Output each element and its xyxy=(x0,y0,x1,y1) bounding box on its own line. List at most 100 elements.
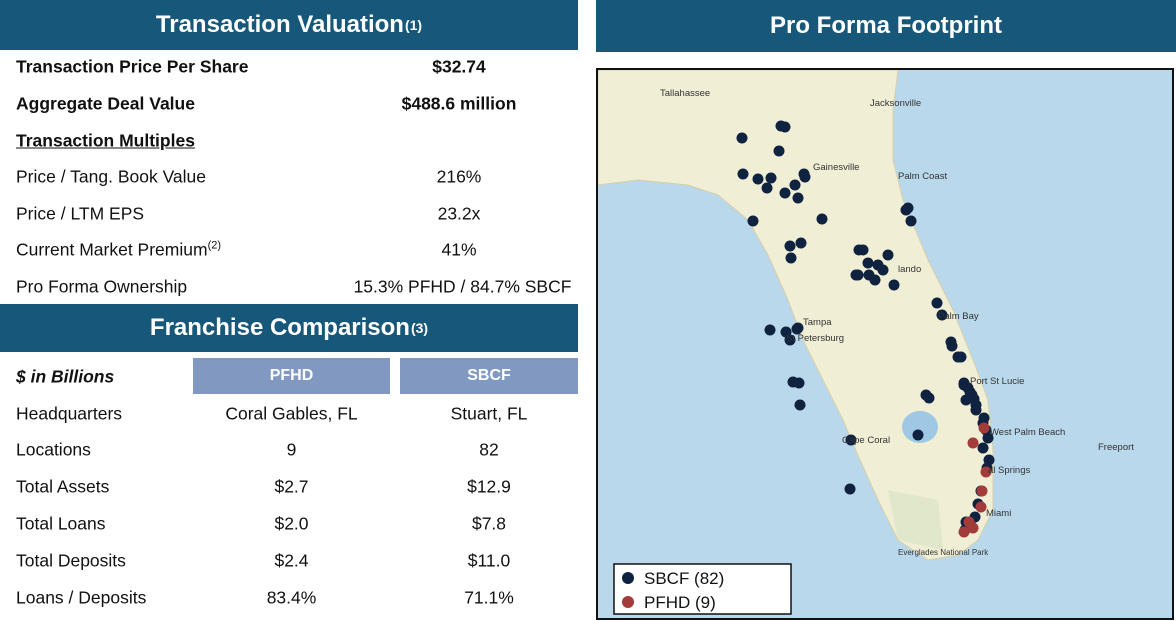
branch-dot xyxy=(877,264,889,276)
dots xyxy=(736,120,995,538)
unit-label: $ in Billions xyxy=(16,366,115,386)
map: Tallahassee Jacksonville Gainesville Palm C… xyxy=(596,68,1174,620)
value: 82 xyxy=(479,439,499,460)
label: Transaction Price Per Share xyxy=(16,56,249,76)
value: Stuart, FL xyxy=(450,403,528,423)
footnote-mark: (2) xyxy=(207,239,222,252)
branch-dot xyxy=(967,437,979,449)
branch-dot xyxy=(792,192,804,204)
city-label: Gainesville xyxy=(813,162,859,173)
label: Price / Tang. Book Value xyxy=(16,166,207,186)
branch-dot xyxy=(752,173,764,185)
branch-dot xyxy=(765,172,777,184)
header-text: Franchise Comparison xyxy=(149,314,410,341)
header-text: Pro Forma Footprint xyxy=(770,12,1002,39)
column-text: PFHD xyxy=(269,367,314,384)
row: Pro Forma Ownership 15.3% PFHD / 84.7% SB… xyxy=(0,268,578,305)
value: $12.9 xyxy=(467,476,511,497)
column-header: SBCF xyxy=(400,358,578,394)
label: Locations xyxy=(16,439,91,460)
value: $2.0 xyxy=(274,513,309,534)
branch-dot xyxy=(799,171,811,183)
branch-dot xyxy=(784,240,796,252)
subheading: Transaction Multiples xyxy=(16,130,195,150)
branch-dot xyxy=(968,393,980,405)
branch-dot xyxy=(736,132,748,144)
label: Total Loans xyxy=(16,513,106,534)
footnote-mark: (1) xyxy=(404,17,423,33)
value: $32.74 xyxy=(432,56,486,76)
label: Pro Forma Ownership xyxy=(16,276,188,296)
city-label: Miami xyxy=(986,508,1011,519)
branch-dot xyxy=(779,121,791,133)
branch-dot xyxy=(905,215,917,227)
branch-dot xyxy=(978,422,990,434)
city-label: Jacksonville xyxy=(870,98,921,109)
label: Aggregate Deal Value xyxy=(16,93,195,113)
row: Headquarters Coral Gables, FL Stuart, FL xyxy=(0,395,578,432)
column-header: PFHD xyxy=(193,358,390,394)
legend-marker xyxy=(622,596,634,608)
branch-dot xyxy=(737,168,749,180)
row: Total Loans $2.0 $7.8 xyxy=(0,505,578,542)
branch-dot xyxy=(936,309,948,321)
branch-dot xyxy=(975,501,987,513)
city-label: Tampa xyxy=(803,317,832,328)
value: 71.1% xyxy=(464,587,514,607)
branch-dot xyxy=(850,269,862,281)
branch-dot xyxy=(946,340,958,352)
value: $2.4 xyxy=(274,550,309,571)
branch-dot xyxy=(747,215,759,227)
legend-box xyxy=(613,563,792,615)
branch-dot xyxy=(902,202,914,214)
row: Total Assets $2.7 $12.9 xyxy=(0,469,578,506)
value: 9 xyxy=(286,439,297,460)
branch-dot xyxy=(792,322,804,334)
label: Current Market Premium xyxy=(16,239,208,259)
branch-dot xyxy=(793,377,805,389)
value: $11.0 xyxy=(467,550,511,571)
branch-dot xyxy=(773,145,785,157)
branch-dot xyxy=(795,237,807,249)
label: Headquarters xyxy=(16,403,123,423)
branch-dot xyxy=(982,432,994,444)
value: Coral Gables, FL xyxy=(225,403,358,423)
value: 23.2x xyxy=(437,203,481,223)
city-label: Port St Lucie xyxy=(970,376,1024,387)
footnote-mark: (3) xyxy=(410,320,429,336)
row: Current Market Premium(2) 41% xyxy=(0,231,578,268)
branch-dot xyxy=(761,182,773,194)
branch-dot xyxy=(844,483,856,495)
branch-dot xyxy=(779,187,791,199)
row: Locations 9 82 xyxy=(0,432,578,469)
value: 83.4% xyxy=(266,587,317,607)
branch-dot xyxy=(967,522,979,534)
label: Total Deposits xyxy=(16,550,126,571)
branch-dot xyxy=(845,434,857,446)
row: Transaction Price Per Share $32.74 xyxy=(0,48,578,85)
value: 41% xyxy=(441,239,477,259)
branch-dot xyxy=(789,179,801,191)
row: Total Deposits $2.4 $11.0 xyxy=(0,542,578,579)
branch-dot xyxy=(977,442,989,454)
value: $488.6 million xyxy=(401,93,517,113)
city-label: Tallahassee xyxy=(660,88,710,99)
branch-dot xyxy=(912,429,924,441)
branch-dot xyxy=(980,466,992,478)
franchise-header: Franchise Comparison (3) xyxy=(0,304,578,352)
branch-dot xyxy=(923,392,935,404)
row: Loans / Deposits 83.4% 71.1% xyxy=(0,579,578,616)
row: Price / LTM EPS 23.2x xyxy=(0,195,578,232)
branch-dot xyxy=(785,252,797,264)
city-label: Everglades National Park xyxy=(898,548,989,557)
branch-dot xyxy=(784,334,796,346)
value: $7.8 xyxy=(471,513,507,534)
legend-marker xyxy=(622,572,634,584)
label: Loans / Deposits xyxy=(16,587,147,607)
city-label: Freeport xyxy=(1098,442,1134,453)
branch-dot xyxy=(955,351,967,363)
city-label: lando xyxy=(898,264,921,275)
row: $ in Billions xyxy=(0,358,578,395)
branch-dot xyxy=(958,526,970,538)
